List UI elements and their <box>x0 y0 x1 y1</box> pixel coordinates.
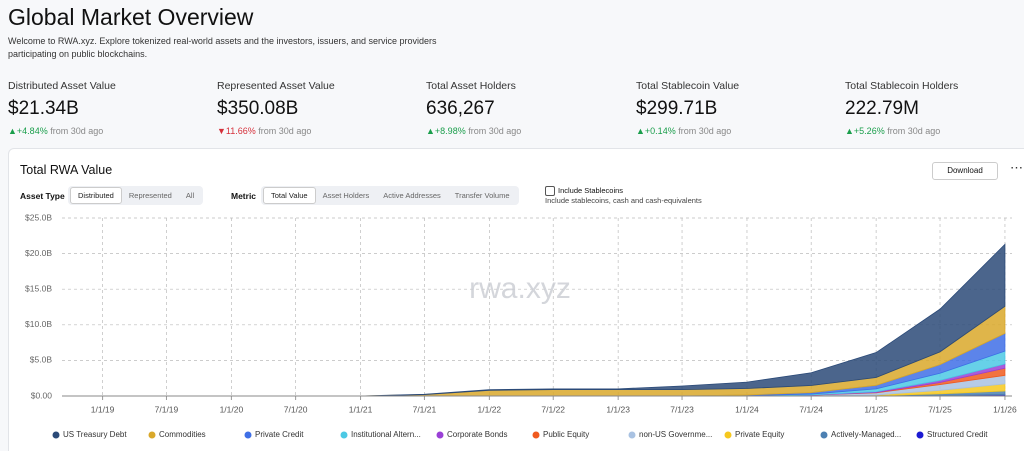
stat-label: Represented Asset Value <box>217 80 335 92</box>
stat-value: $299.71B <box>636 98 718 119</box>
filter-label: Asset Type <box>20 191 65 201</box>
stat-value: 636,267 <box>426 98 495 119</box>
legend-swatch <box>724 431 732 439</box>
legend-swatch <box>436 431 444 439</box>
stat-change: +5.26% from 30d ago <box>845 126 1024 136</box>
stat-value: $350.08B <box>217 98 299 119</box>
change-value: +8.98% <box>426 126 466 136</box>
legend-swatch <box>532 431 540 439</box>
y-tick-label: $15.0B <box>25 283 52 293</box>
area-series <box>102 243 1006 397</box>
change-value: +4.84% <box>8 126 48 136</box>
legend-label: non-US Governme... <box>639 430 712 439</box>
toggle-option[interactable]: Distributed <box>70 187 122 204</box>
x-tick-label: 1/1/25 <box>864 404 888 414</box>
change-note: from 30d ago <box>678 126 732 136</box>
x-tick-label: 1/1/24 <box>735 404 759 414</box>
toggle-option[interactable]: All <box>185 191 195 200</box>
x-tick-label: 7/1/21 <box>413 404 437 414</box>
y-tick-label: $0.00 <box>31 390 53 400</box>
stat-label: Distributed Asset Value <box>8 80 116 92</box>
legend-label: Private Equity <box>735 430 784 439</box>
stat-change: +0.14% from 30d ago <box>636 126 836 136</box>
legend-label: US Treasury Debt <box>63 430 127 439</box>
download-button[interactable]: Download <box>932 162 998 180</box>
stat-change: +4.84% from 30d ago <box>8 126 208 136</box>
stat-value: $21.34B <box>8 98 79 119</box>
x-tick-label: 7/1/20 <box>284 404 308 414</box>
x-tick-label: 7/1/22 <box>541 404 565 414</box>
x-tick-label: 1/1/19 <box>91 404 115 414</box>
legend-label: Private Credit <box>255 430 304 439</box>
metric-toggle: Total Value Asset Holders Active Addresses… <box>261 186 519 205</box>
legend-label: Commodities <box>159 430 206 439</box>
x-tick-label: 7/1/19 <box>155 404 179 414</box>
legend-label: Corporate Bonds <box>447 430 507 439</box>
y-tick-label: $20.0B <box>25 248 52 258</box>
toggle-option[interactable]: Transfer Volume <box>454 191 510 200</box>
x-tick-label: 1/1/20 <box>220 404 244 414</box>
watermark: rwa.xyz <box>469 272 571 305</box>
stat: Total Stablecoin Value $299.71B +0.14% fro… <box>636 80 836 136</box>
y-tick-label: $25.0B <box>25 212 52 222</box>
checkbox-note: Include stablecoins, cash and cash-equiv… <box>545 196 702 205</box>
stat-label: Total Stablecoin Holders <box>845 80 959 92</box>
x-tick-label: 1/1/22 <box>478 404 502 414</box>
x-tick-label: 1/1/26 <box>993 404 1017 414</box>
change-note: from 30d ago <box>468 126 522 136</box>
stat-change: +8.98% from 30d ago <box>426 126 626 136</box>
toggle-option[interactable]: Asset Holders <box>322 191 370 200</box>
more-menu[interactable]: ⋯ <box>1010 160 1023 175</box>
legend-swatch <box>916 431 924 439</box>
x-tick-label: 7/1/23 <box>670 404 694 414</box>
legend-label: Public Equity <box>543 430 589 439</box>
legend-label: Structured Credit <box>927 430 988 439</box>
legend-swatch <box>148 431 156 439</box>
change-value: +5.26% <box>845 126 885 136</box>
checkbox-label: Include Stablecoins <box>558 186 624 195</box>
legend-swatch <box>244 431 252 439</box>
stat: Total Asset Holders 636,267 +8.98% from 30… <box>426 80 626 136</box>
x-tick-label: 1/1/21 <box>349 404 373 414</box>
stat-label: Total Asset Holders <box>426 80 516 92</box>
stat-value: 222.79M <box>845 98 919 119</box>
x-tick-label: 1/1/23 <box>606 404 630 414</box>
x-tick-label: 7/1/24 <box>799 404 823 414</box>
page-subtitle: Welcome to RWA.xyz. Explore tokenized re… <box>8 36 437 59</box>
legend-swatch <box>820 431 828 439</box>
toggle-option[interactable]: Active Addresses <box>383 191 441 200</box>
legend-swatch <box>52 431 60 439</box>
y-tick-label: $5.0B <box>30 355 53 365</box>
change-value: +0.14% <box>636 126 676 136</box>
y-tick-label: $10.0B <box>25 319 52 329</box>
page-title: Global Market Overview <box>8 4 254 30</box>
x-tick-label: 7/1/25 <box>928 404 952 414</box>
stat: Distributed Asset Value $21.34B +4.84% fro… <box>8 80 208 136</box>
toggle-option[interactable]: Total Value <box>263 187 316 204</box>
stat-change: 11.66% from 30d ago <box>217 126 417 136</box>
card-title: Total RWA Value <box>20 163 113 177</box>
legend-swatch <box>340 431 348 439</box>
asset-type-toggle: Distributed Represented All <box>68 186 204 205</box>
legend-label: Institutional Altern... <box>351 430 421 439</box>
checkbox[interactable] <box>545 186 555 196</box>
change-note: from 30d ago <box>887 126 941 136</box>
change-value: 11.66% <box>217 126 256 136</box>
change-note: from 30d ago <box>258 126 312 136</box>
legend-label: Actively-Managed... <box>831 430 901 439</box>
change-note: from 30d ago <box>50 126 104 136</box>
stat-label: Total Stablecoin Value <box>636 80 740 92</box>
stat: Total Stablecoin Holders 222.79M +5.26% fr… <box>845 80 1024 136</box>
filter-label: Metric <box>231 191 257 201</box>
legend-swatch <box>628 431 636 439</box>
toggle-option[interactable]: Represented <box>128 191 172 200</box>
stat: Represented Asset Value $350.08B 11.66% fr… <box>217 80 417 136</box>
